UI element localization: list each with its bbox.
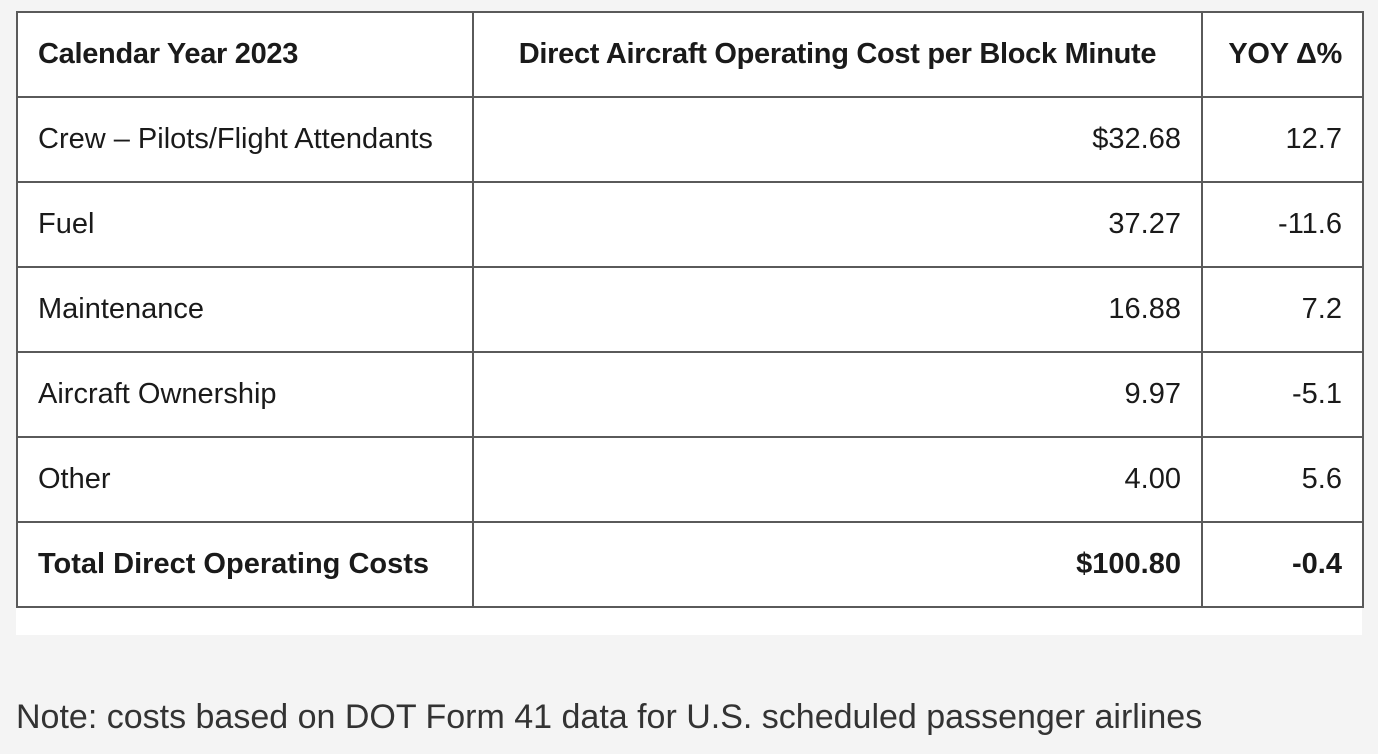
row-category: Fuel [16, 181, 474, 268]
row-cost: 9.97 [472, 351, 1203, 438]
row-yoy: -11.6 [1201, 181, 1364, 268]
row-yoy: -5.1 [1201, 351, 1364, 438]
row-cost: $32.68 [472, 96, 1203, 183]
operating-cost-table: Calendar Year 2023 Direct Aircraft Opera… [16, 11, 1364, 608]
row-cost: 37.27 [472, 181, 1203, 268]
total-cost: $100.80 [472, 521, 1203, 608]
cost-table-container: Calendar Year 2023 Direct Aircraft Opera… [16, 11, 1364, 635]
page-background [0, 0, 1378, 12]
total-yoy: -0.4 [1201, 521, 1364, 608]
row-category: Crew – Pilots/Flight Attendants [16, 96, 474, 183]
row-cost: 4.00 [472, 436, 1203, 523]
row-yoy: 12.7 [1201, 96, 1364, 183]
table-row: Other 4.00 5.6 [16, 436, 1364, 523]
row-yoy: 7.2 [1201, 266, 1364, 353]
row-category: Other [16, 436, 474, 523]
header-calendar-year: Calendar Year 2023 [16, 11, 474, 98]
header-cost-per-block-minute: Direct Aircraft Operating Cost per Block… [472, 11, 1203, 98]
table-row: Fuel 37.27 -11.6 [16, 181, 1364, 268]
table-row: Maintenance 16.88 7.2 [16, 266, 1364, 353]
footnote: Note: costs based on DOT Form 41 data fo… [16, 698, 1203, 736]
row-yoy: 5.6 [1201, 436, 1364, 523]
header-yoy-change: YOY Δ% [1201, 11, 1364, 98]
table-header-row: Calendar Year 2023 Direct Aircraft Opera… [16, 11, 1364, 98]
table-row: Aircraft Ownership 9.97 -5.1 [16, 351, 1364, 438]
total-category: Total Direct Operating Costs [16, 521, 474, 608]
row-cost: 16.88 [472, 266, 1203, 353]
table-row: Crew – Pilots/Flight Attendants $32.68 1… [16, 96, 1364, 183]
table-total-row: Total Direct Operating Costs $100.80 -0.… [16, 521, 1364, 608]
row-category: Aircraft Ownership [16, 351, 474, 438]
row-category: Maintenance [16, 266, 474, 353]
